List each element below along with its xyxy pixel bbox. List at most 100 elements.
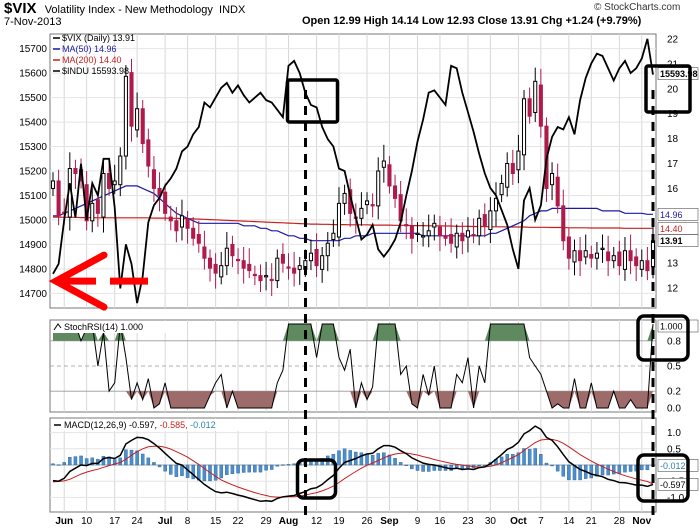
macd-histogram-bar (376, 453, 380, 466)
chart-date: 7-Nov-2013 (4, 16, 62, 28)
vix-candle (185, 219, 190, 229)
vix-candle (230, 243, 235, 257)
vix-candle (578, 250, 583, 262)
x-tick-label: 21 (586, 516, 598, 527)
vix-candle (56, 180, 61, 217)
stoch-oversold-fill (53, 391, 653, 408)
vix-last-label: 13.91 (660, 236, 683, 246)
vix-candle (645, 260, 650, 272)
annotation-box-nov-stoch (636, 314, 690, 362)
vix-candle (320, 255, 325, 270)
stoch-legend-swatch (53, 323, 62, 331)
x-tick-label: Sep (380, 516, 398, 527)
vix-candle (493, 197, 499, 212)
macd-histogram-bar (533, 448, 537, 466)
x-tick-label: 8 (185, 516, 191, 527)
indu-axis-tick: 15000 (19, 215, 47, 226)
vix-candle (561, 205, 566, 242)
vix-candle (258, 275, 263, 282)
indu-axis-tick: 15400 (19, 118, 47, 129)
x-tick-label: Oct (510, 516, 527, 527)
indu-axis-tick: 15600 (19, 69, 47, 80)
vix-candle (454, 232, 459, 248)
indu-axis-tick: 15200 (19, 167, 47, 178)
ma50-last-label-box (657, 208, 699, 221)
macd-histogram-bar (84, 458, 89, 466)
vix-candle (73, 168, 78, 174)
macd-axis-tick: -1.0 (667, 493, 685, 504)
x-tick-label: 30 (485, 516, 497, 527)
macd-histogram-bar (410, 464, 414, 470)
vix-candle (151, 169, 156, 189)
macd-histogram-bar (73, 456, 78, 466)
macd-histogram-bar (90, 457, 94, 466)
macd-histogram-bar (544, 462, 549, 466)
macd-histogram-bar (152, 462, 156, 466)
annotation-box-nov-price (644, 64, 692, 114)
x-tick-label: 24 (132, 516, 144, 527)
index-name: Volatility Index - New Methodology (44, 4, 213, 16)
price-legend-entry: MA(50) 14.96 (62, 44, 117, 54)
vix-axis-tick: 18 (667, 134, 679, 145)
vix-candle (499, 182, 504, 196)
vix-candle (589, 253, 594, 259)
stoch-axis-tick: 0.2 (667, 387, 681, 398)
vix-candle (471, 234, 476, 237)
macd-histogram-bar (600, 464, 605, 476)
macd-histogram-bar (404, 464, 409, 467)
vix-candle (224, 247, 229, 267)
vix-candle (196, 234, 201, 244)
macd-histogram-bar (247, 464, 252, 473)
vix-candle (107, 172, 112, 189)
macd-histogram-bar (561, 464, 566, 477)
macd-histogram-bar (539, 454, 543, 466)
macd-histogram-bar (595, 464, 599, 477)
stoch-axis-tick: 0.0 (667, 404, 681, 415)
vix-candle (421, 235, 426, 238)
macd-histogram-bar (68, 457, 72, 466)
vix-candle (538, 84, 543, 127)
vix-candle (241, 260, 246, 269)
macd-histogram-bar (522, 448, 526, 466)
ma200-last-label: 14.40 (660, 224, 683, 234)
stoch-axis-tick: 0.8 (667, 336, 681, 347)
macd-histogram-bar (426, 464, 431, 472)
vix-candle (393, 185, 398, 199)
vix-candle (370, 204, 375, 207)
vix-candle (409, 225, 414, 239)
x-tick-label: 12 (311, 516, 323, 527)
vix-candle (101, 172, 106, 218)
macd-histogram-bar (157, 464, 162, 468)
macd-histogram-bar (286, 464, 291, 466)
macd-histogram-bar (51, 463, 55, 466)
ma200-line (53, 216, 653, 229)
macd-histogram-bar (550, 464, 554, 467)
vix-candle (219, 265, 224, 278)
vix-candle (140, 108, 145, 145)
macd-histogram-bar (449, 464, 453, 471)
vix-candle (639, 260, 644, 270)
quote-line: Open 12.99 High 14.14 Low 12.93 Close 13… (302, 15, 642, 27)
vix-candle (264, 275, 269, 278)
indu-axis-tick: 14900 (19, 240, 47, 251)
macd-histogram-bar (56, 464, 61, 466)
vix-candle (387, 164, 392, 187)
vix-axis-tick: 20 (667, 84, 679, 95)
vix-candle (168, 216, 173, 222)
vix-candle (617, 251, 622, 267)
stochrsi-legend: StochRSI(14) 1.000 (64, 322, 143, 332)
macd-hist-last-label: -0.012 (660, 461, 686, 471)
price-legend-entry: $VIX (Daily) 13.91 (62, 33, 135, 43)
price-legend-entry: $INDU 15593.98 (62, 66, 129, 76)
stoch-axis-tick: 0.5 (667, 362, 681, 373)
x-tick-label: 15 (210, 516, 222, 527)
stoch-legend-bg (51, 321, 179, 333)
macd-histogram-bar (393, 457, 397, 466)
symbol: $VIX (4, 0, 37, 17)
macd-histogram-bar (253, 464, 257, 473)
macd-histogram-bar (387, 454, 392, 466)
vix-candle (359, 207, 364, 219)
macd-histogram-bar (191, 464, 195, 480)
macd-histogram-bar (589, 464, 594, 479)
macd-histogram-bar (281, 464, 285, 466)
